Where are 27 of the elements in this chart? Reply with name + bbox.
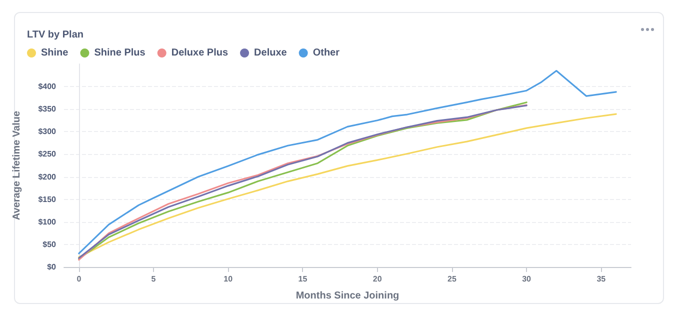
line-series	[78, 113, 617, 258]
chart-title: LTV by Plan	[27, 30, 84, 40]
x-tick-label: 25	[447, 274, 457, 284]
x-tick-label: 5	[151, 274, 156, 284]
y-tick-label: $250	[38, 150, 57, 159]
y-axis-title: Average Lifetime Value	[12, 110, 22, 220]
y-tick-label: $400	[38, 82, 57, 92]
x-tick-label: 20	[372, 274, 382, 284]
x-tick-label: 30	[522, 274, 532, 284]
x-tick-label: 15	[298, 274, 308, 284]
legend-label: Shine Plus	[94, 48, 146, 58]
line-series	[78, 70, 617, 254]
x-tick-label: 0	[76, 274, 82, 284]
x-tick-label: 10	[224, 274, 234, 284]
y-tick-label: $200	[38, 172, 57, 182]
x-tick-label: 35	[596, 274, 606, 284]
y-tick-label: $50	[42, 240, 57, 249]
y-tick-label: $350	[38, 104, 57, 114]
legend-label: Deluxe Plus	[171, 48, 228, 58]
y-tick-label: $300	[38, 127, 57, 136]
legend-label: Other	[312, 48, 340, 58]
legend-label: Shine	[41, 48, 69, 58]
x-axis-title: Months Since Joining	[296, 290, 400, 302]
y-tick-label: $100	[38, 217, 57, 226]
legend-label: Deluxe	[254, 48, 288, 58]
y-tick-label: $0	[47, 262, 57, 272]
y-tick-label: $150	[38, 194, 57, 204]
